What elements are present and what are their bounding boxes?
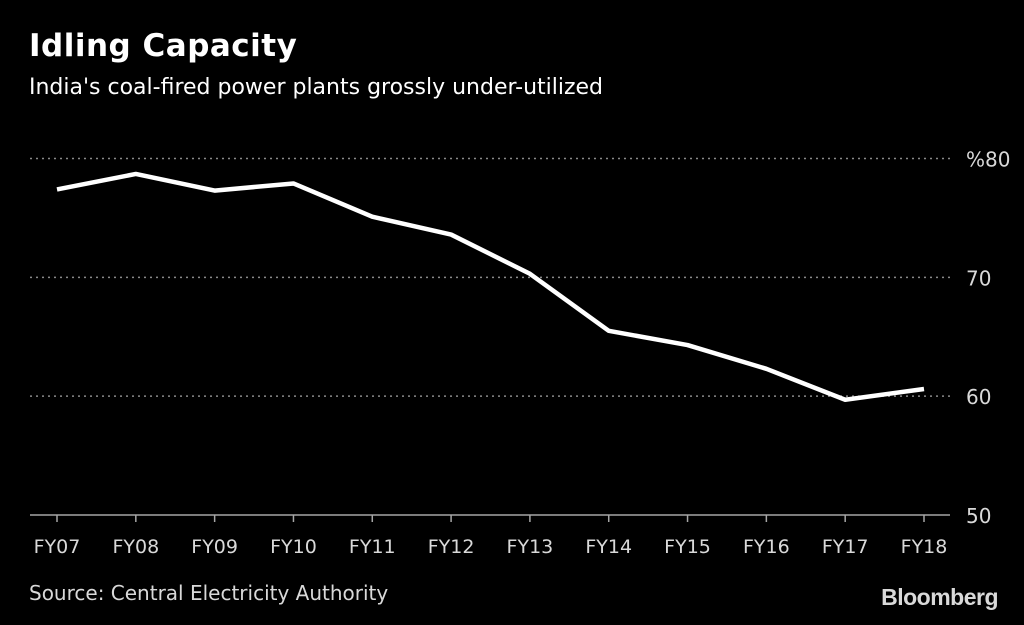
x-tick-label: FY10 bbox=[270, 536, 317, 558]
x-tick-label: FY13 bbox=[507, 536, 554, 558]
x-tick-label: FY14 bbox=[585, 536, 632, 558]
y-tick-label: 50 bbox=[966, 504, 991, 528]
x-tick-label: FY11 bbox=[349, 536, 396, 558]
x-tick-label: FY16 bbox=[743, 536, 790, 558]
chart-subtitle: India's coal-fired power plants grossly … bbox=[29, 75, 604, 100]
x-tick-label: FY15 bbox=[664, 536, 711, 558]
x-tick-label: FY08 bbox=[112, 536, 159, 558]
x-tick-label: FY07 bbox=[34, 536, 81, 558]
y-tick-label: %80 bbox=[966, 148, 1010, 172]
x-tick-label: FY18 bbox=[901, 536, 948, 558]
x-tick-label: FY17 bbox=[822, 536, 869, 558]
bloomberg-logo: Bloomberg bbox=[881, 584, 998, 610]
chart-title: Idling Capacity bbox=[29, 28, 298, 64]
series-line bbox=[56, 171, 925, 402]
x-tick-label: FY12 bbox=[428, 536, 475, 558]
y-tick-label: 70 bbox=[966, 266, 991, 290]
y-tick-label: 60 bbox=[966, 385, 991, 409]
source-note: Source: Central Electricity Authority bbox=[29, 581, 389, 605]
x-tick-label: FY09 bbox=[191, 536, 238, 558]
